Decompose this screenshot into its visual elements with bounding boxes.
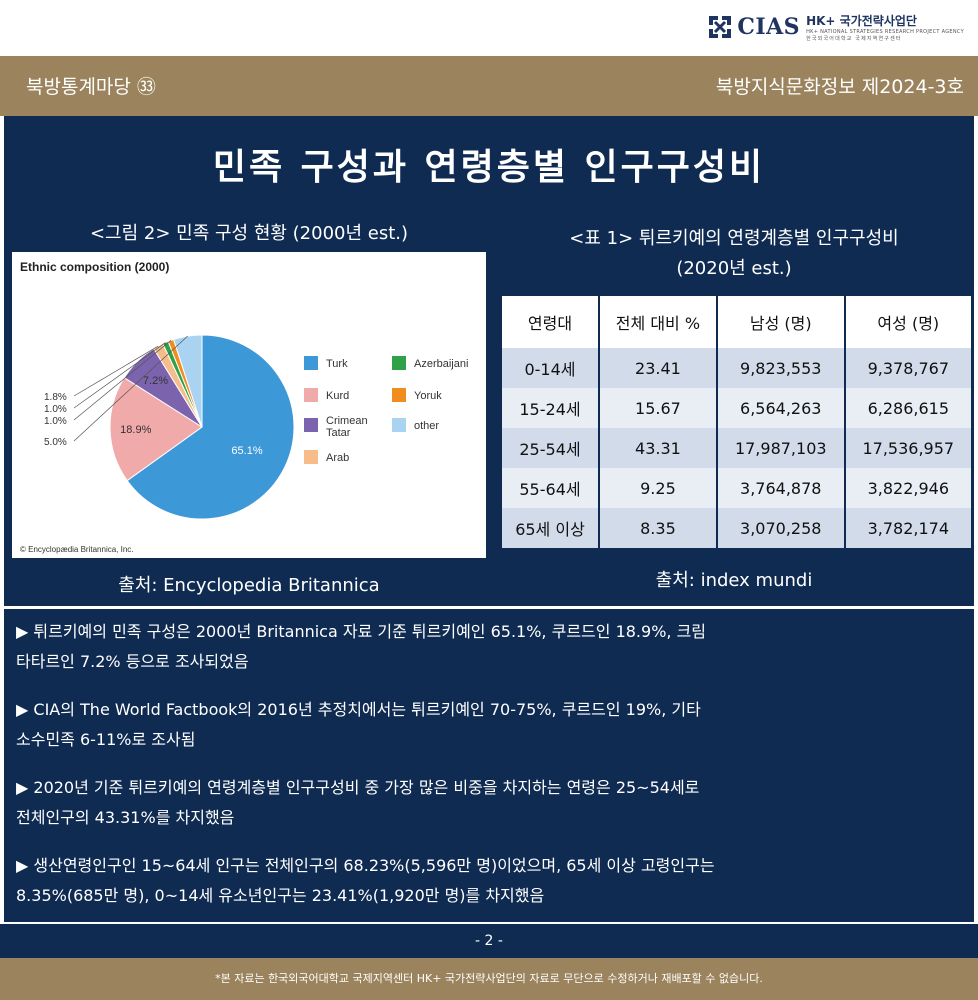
legend-swatch	[304, 418, 318, 432]
pie-leader-line	[73, 335, 188, 442]
cias-emblem-icon	[707, 14, 733, 40]
cell-male: 17,987,103	[716, 428, 846, 468]
logo-sub-en: HK+ NATIONAL STRATEGIES RESEARCH PROJECT…	[806, 29, 964, 35]
table-caption-line2: (2020년 est.)	[676, 258, 792, 279]
table-caption: <표 1> 튀르키예의 연령계층별 인구구성비 (2020년 est.)	[504, 224, 964, 284]
legend-label: Crimean Tatar	[326, 415, 368, 439]
summary-paragraph-3: ▶ 2020년 기준 튀르키예의 연령계층별 인구구성비 중 가장 많은 비중을…	[16, 773, 966, 833]
pie-leader-line	[73, 342, 166, 409]
page-number: - 2 -	[0, 924, 978, 958]
logo-name: CIAS	[737, 14, 801, 40]
legend-label: Kurd	[326, 390, 349, 402]
ethnic-figure: Ethnic composition (2000) 65.1% 18.9% 7.2%…	[12, 252, 486, 558]
main-panel: 민족 구성과 연령층별 인구구성비 <그림 2> 민족 구성 현황 (2000년…	[4, 116, 974, 606]
series-label: 북방통계마당 ㉝	[26, 76, 156, 98]
paragraph-line: 타타르인 7.2% 등으로 조사되었음	[16, 652, 249, 671]
table-source: 출처: index mundi	[655, 570, 813, 591]
footer-notice: *본 자료는 한국외국어대학교 국제지역센터 HK+ 국가전략사업단의 자료로 …	[0, 958, 978, 1000]
pie-label: 1.8%	[44, 392, 67, 403]
header-bar: 북방통계마당 ㉝ 북방지식문화정보 제2024-3호	[0, 56, 978, 116]
cell-percent: 9.25	[598, 468, 718, 508]
legend-label: Turk	[326, 358, 348, 370]
pie-label: 1.0%	[44, 416, 67, 427]
header-age: 연령대	[502, 296, 600, 348]
legend-swatch	[392, 418, 406, 432]
page-divider	[4, 922, 974, 924]
cell-age: 65세 이상	[502, 508, 600, 548]
cell-male: 3,070,258	[716, 508, 846, 548]
legend-swatch	[304, 450, 318, 464]
cell-female: 3,782,174	[844, 508, 971, 548]
cell-female: 9,378,767	[844, 348, 971, 388]
table-header-row: 연령대 전체 대비 % 남성 (명) 여성 (명)	[502, 296, 971, 348]
legend-label: Azerbaijani	[414, 358, 468, 370]
figure-copyright: © Encyclopædia Britannica, Inc.	[20, 545, 134, 554]
pie-label: 5.0%	[44, 437, 67, 448]
cell-age: 55-64세	[502, 468, 600, 508]
pie-leader-line	[73, 340, 172, 421]
table-row: 65세 이상 8.35 3,070,258 3,782,174	[502, 508, 971, 548]
summary-paragraph-2: ▶ CIA의 The World Factbook의 2016년 추정치에서는 …	[16, 695, 966, 755]
legend-swatch	[304, 388, 318, 402]
top-bar: CIAS HK+ 국가전략사업단 HK+ NATIONAL STRATEGIES…	[0, 0, 978, 56]
paragraph-line: ▶ CIA의 The World Factbook의 2016년 추정치에서는 …	[16, 700, 701, 719]
table-row: 0-14세 23.41 9,823,553 9,378,767	[502, 348, 971, 388]
cell-age: 25-54세	[502, 428, 600, 468]
cell-percent: 43.31	[598, 428, 718, 468]
figure-source: 출처: Encyclopedia Britannica	[118, 575, 380, 596]
pie-label: 7.2%	[143, 375, 168, 387]
paragraph-line: ▶ 생산연령인구인 15~64세 인구는 전체인구의 68.23%(5,596만…	[16, 856, 715, 875]
page-title: 민족 구성과 연령층별 인구구성비	[212, 147, 766, 188]
paragraph-line: 소수민족 6-11%로 조사됨	[16, 730, 196, 749]
issue-label: 북방지식문화정보 제2024-3호	[715, 76, 964, 98]
pie-label: 65.1%	[231, 445, 262, 457]
summary-paragraph-1: ▶ 튀르키예의 민족 구성은 2000년 Britannica 자료 기준 튀르…	[16, 617, 966, 677]
header-male: 남성 (명)	[716, 296, 846, 348]
cell-female: 17,536,957	[844, 428, 971, 468]
legend-swatch	[392, 356, 406, 370]
paragraph-line: ▶ 2020년 기준 튀르키예의 연령계층별 인구구성비 중 가장 많은 비중을…	[16, 778, 700, 797]
cell-male: 9,823,553	[716, 348, 846, 388]
logo-sub-ko: 한국외국어대학교 국제지역연구센터	[806, 36, 902, 42]
header-female: 여성 (명)	[844, 296, 971, 348]
legend-swatch	[392, 388, 406, 402]
cell-percent: 15.67	[598, 388, 718, 428]
pie-label: 18.9%	[120, 424, 151, 436]
legend-label: Arab	[326, 452, 349, 464]
table-caption-line1: <표 1> 튀르키예의 연령계층별 인구구성비	[569, 228, 899, 249]
cell-age: 15-24세	[502, 388, 600, 428]
summary-panel: ▶ 튀르키예의 민족 구성은 2000년 Britannica 자료 기준 튀르…	[4, 609, 974, 924]
cias-logo: CIAS HK+ 국가전략사업단 HK+ NATIONAL STRATEGIES…	[707, 12, 964, 42]
table-row: 55-64세 9.25 3,764,878 3,822,946	[502, 468, 971, 508]
ethnic-pie-chart: 65.1%18.9%7.2%1.8%1.0%1.0%5.0% Turk Azerb…	[44, 334, 468, 520]
cell-percent: 8.35	[598, 508, 718, 548]
pie-label: 1.0%	[44, 404, 67, 415]
pie-slice-turk	[126, 334, 295, 520]
cell-male: 3,764,878	[716, 468, 846, 508]
cell-age: 0-14세	[502, 348, 600, 388]
legend-swatch	[304, 356, 318, 370]
cell-female: 3,822,946	[844, 468, 971, 508]
figure-caption: <그림 2> 민족 구성 현황 (2000년 est.)	[89, 223, 409, 244]
table-row: 15-24세 15.67 6,564,263 6,286,615	[502, 388, 971, 428]
header-percent: 전체 대비 %	[598, 296, 718, 348]
paragraph-line: 전체인구의 43.31%를 차지했음	[16, 808, 235, 827]
paragraph-line: 8.35%(685만 명), 0~14세 유소년인구는 23.41%(1,920…	[16, 886, 545, 905]
logo-org: HK+ 국가전략사업단	[806, 14, 917, 28]
legend-label: Yoruk	[414, 390, 442, 402]
paragraph-line: ▶ 튀르키예의 민족 구성은 2000년 Britannica 자료 기준 튀르…	[16, 622, 707, 641]
cell-male: 6,564,263	[716, 388, 846, 428]
pie-leader-line	[73, 345, 159, 397]
cell-percent: 23.41	[598, 348, 718, 388]
summary-paragraph-4: ▶ 생산연령인구인 15~64세 인구는 전체인구의 68.23%(5,596만…	[16, 851, 966, 911]
cell-female: 6,286,615	[844, 388, 971, 428]
pie-slice-kurd	[109, 377, 203, 482]
population-table: 연령대 전체 대비 % 남성 (명) 여성 (명) 0-14세 23.41 9,…	[502, 296, 971, 548]
table-row: 25-54세 43.31 17,987,103 17,536,957	[502, 428, 971, 468]
legend-label: other	[414, 420, 439, 432]
figure-image-title: Ethnic composition (2000)	[20, 260, 170, 274]
